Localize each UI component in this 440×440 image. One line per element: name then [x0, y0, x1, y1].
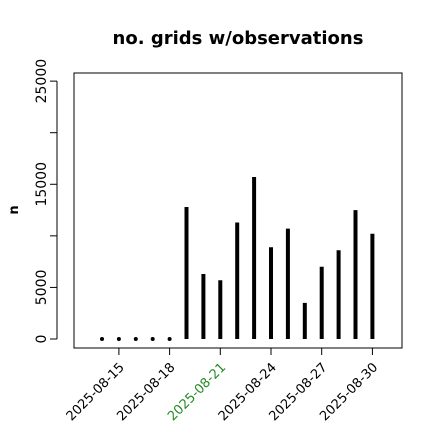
- y-tick-label: 15000: [34, 162, 50, 207]
- bars: [100, 177, 375, 341]
- x-axis: 2025-08-152025-08-182025-08-212025-08-24…: [64, 347, 381, 424]
- bar: [100, 337, 104, 341]
- y-tick-label: 0: [34, 335, 50, 344]
- y-axis-label: n: [7, 205, 22, 214]
- bar: [116, 337, 121, 341]
- y-tick-label: 5000: [34, 270, 50, 306]
- y-axis: 0 5000 15000 25000: [34, 59, 58, 344]
- bar: [150, 337, 155, 341]
- chart-title: no. grids w/observations: [113, 28, 364, 49]
- bar: [167, 337, 172, 341]
- y-tick-label: 25000: [34, 59, 50, 104]
- bar: [133, 337, 138, 341]
